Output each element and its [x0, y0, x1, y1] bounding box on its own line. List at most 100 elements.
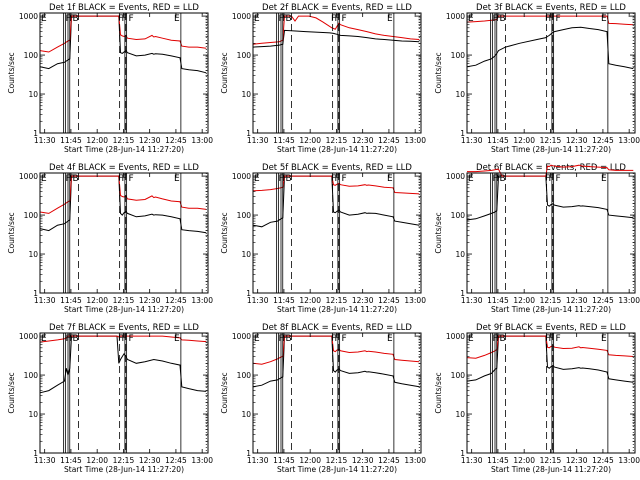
x-tick-label: 12:45 [378, 456, 400, 465]
plot-frame [39, 332, 209, 454]
region-label: B [286, 174, 292, 184]
region-label: F [66, 334, 71, 344]
y-tick-label: 1000 [446, 172, 465, 181]
x-tick-label: 12:30 [352, 296, 374, 305]
panel-title: Det 1f BLACK = Events, RED = LLD [49, 3, 199, 13]
panel-title: Det 6f BLACK = Events, RED = LLD [476, 163, 626, 173]
x-tick-label: 12:15 [113, 136, 135, 145]
region-label: F [129, 14, 134, 24]
region-label: E [174, 334, 180, 344]
region-label: E [468, 174, 474, 184]
x-tick-label: 12:30 [352, 456, 374, 465]
x-tick-label: 11:45 [487, 456, 509, 465]
x-tick-label: 13:00 [191, 456, 213, 465]
y-tick-label: 100 [237, 371, 252, 380]
x-tick-label: 11:30 [247, 296, 269, 305]
x-tick-label: 12:30 [352, 136, 374, 145]
region-label: E [254, 174, 260, 184]
region-label: F [496, 334, 501, 344]
panel-title: Det 7f BLACK = Events, RED = LLD [49, 323, 199, 333]
x-axis-label: Start Time (28-Jun-14 11:27:20) [491, 465, 611, 474]
panel-title: Det 3f BLACK = Events, RED = LLD [476, 3, 626, 13]
x-tick-label: 12:00 [513, 136, 535, 145]
y-tick-label: 1 [460, 289, 465, 298]
region-label: F [331, 174, 336, 184]
x-tick-label: 12:30 [566, 136, 588, 145]
x-tick-label: 11:45 [273, 136, 295, 145]
x-tick-label: 12:00 [299, 136, 321, 145]
panel-title: Det 2f BLACK = Events, RED = LLD [262, 3, 412, 13]
region-label: F [549, 334, 554, 344]
events-series-line [39, 335, 207, 394]
x-tick-label: 12:15 [326, 136, 348, 145]
x-tick-label: 12:30 [139, 456, 161, 465]
y-tick-label: 10 [455, 90, 465, 99]
region-label: F [279, 174, 284, 184]
x-tick-label: 12:30 [139, 136, 161, 145]
x-tick-label: 11:30 [461, 296, 483, 305]
x-tick-label: 12:45 [378, 136, 400, 145]
y-tick-label: 100 [451, 51, 466, 60]
region-label: F [279, 334, 284, 344]
x-tick-label: 13:00 [404, 136, 426, 145]
x-tick-label: 12:45 [165, 296, 187, 305]
region-label: B [286, 14, 292, 24]
y-tick-label: 1 [460, 129, 465, 138]
x-tick-label: 11:30 [34, 296, 56, 305]
y-tick-label: 100 [451, 371, 466, 380]
region-label: E [174, 174, 180, 184]
region-label: E [174, 14, 180, 24]
x-tick-label: 11:30 [461, 456, 483, 465]
y-tick-label: 10 [28, 90, 38, 99]
region-label: E [387, 174, 393, 184]
x-tick-label: 12:00 [299, 456, 321, 465]
x-axis-label: Start Time (28-Jun-14 11:27:20) [277, 465, 397, 474]
region-label: F [66, 174, 71, 184]
region-label: F [496, 174, 501, 184]
x-tick-label: 12:15 [540, 296, 562, 305]
region-label: F [556, 174, 561, 184]
x-tick-label: 11:30 [247, 136, 269, 145]
region-label: F [342, 334, 347, 344]
y-tick-label: 1 [246, 289, 251, 298]
x-tick-label: 11:45 [60, 296, 82, 305]
region-label: F [331, 14, 336, 24]
y-tick-label: 100 [237, 211, 252, 220]
x-tick-label: 11:30 [461, 136, 483, 145]
region-label: F [335, 14, 340, 24]
x-tick-label: 12:00 [299, 296, 321, 305]
x-axis-label: Start Time (28-Jun-14 11:27:20) [64, 465, 184, 474]
region-label: F [493, 14, 498, 24]
y-tick-label: 100 [451, 211, 466, 220]
y-tick-label: 1000 [19, 12, 38, 21]
x-tick-label: 12:15 [540, 136, 562, 145]
panel-title: Det 8f BLACK = Events, RED = LLD [262, 323, 412, 333]
x-tick-label: 11:45 [487, 296, 509, 305]
lld-series-line [39, 335, 207, 343]
y-tick-label: 1 [246, 449, 251, 458]
x-tick-label: 12:00 [513, 456, 535, 465]
region-label: F [118, 174, 123, 184]
panel-title: Det 9f BLACK = Events, RED = LLD [476, 323, 626, 333]
y-tick-label: 1 [460, 449, 465, 458]
y-tick-label: 1 [33, 289, 38, 298]
region-label: F [545, 174, 550, 184]
x-tick-label: 13:00 [618, 456, 640, 465]
y-axis-label: Counts/sec [220, 212, 229, 253]
region-label: E [41, 174, 47, 184]
x-axis-label: Start Time (28-Jun-14 11:27:20) [491, 305, 611, 314]
region-label: F [69, 14, 74, 24]
region-label: F [335, 174, 340, 184]
region-label: F [69, 174, 74, 184]
x-tick-label: 12:15 [113, 456, 135, 465]
x-tick-label: 12:15 [326, 296, 348, 305]
region-label: E [601, 14, 607, 24]
region-label: F [549, 174, 554, 184]
